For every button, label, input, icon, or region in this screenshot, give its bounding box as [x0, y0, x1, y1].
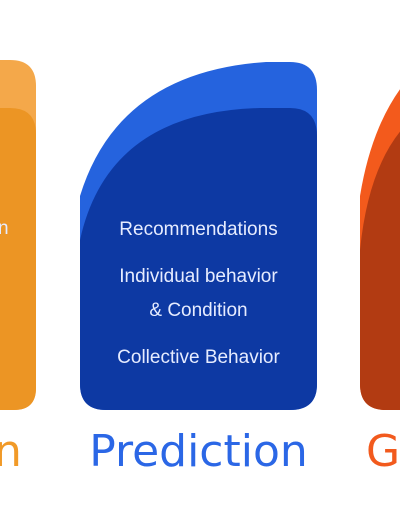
center-card [80, 62, 317, 410]
left-card [0, 60, 36, 410]
right-card-title: G [366, 426, 400, 477]
center-card-item-collective-behavior: Collective Behavior [117, 347, 280, 368]
center-card-item-individual-behavior: Individual behavior [119, 266, 278, 287]
center-card-title: Prediction [89, 426, 308, 477]
left-card-text: n [0, 218, 9, 239]
left-card-title: n [0, 426, 22, 477]
right-card [360, 89, 400, 410]
center-card-front [80, 108, 317, 410]
right-card-front [360, 131, 400, 410]
center-card-item-recommendations: Recommendations [119, 219, 278, 240]
center-card-item-condition: & Condition [149, 300, 248, 321]
left-card-front [0, 108, 36, 410]
